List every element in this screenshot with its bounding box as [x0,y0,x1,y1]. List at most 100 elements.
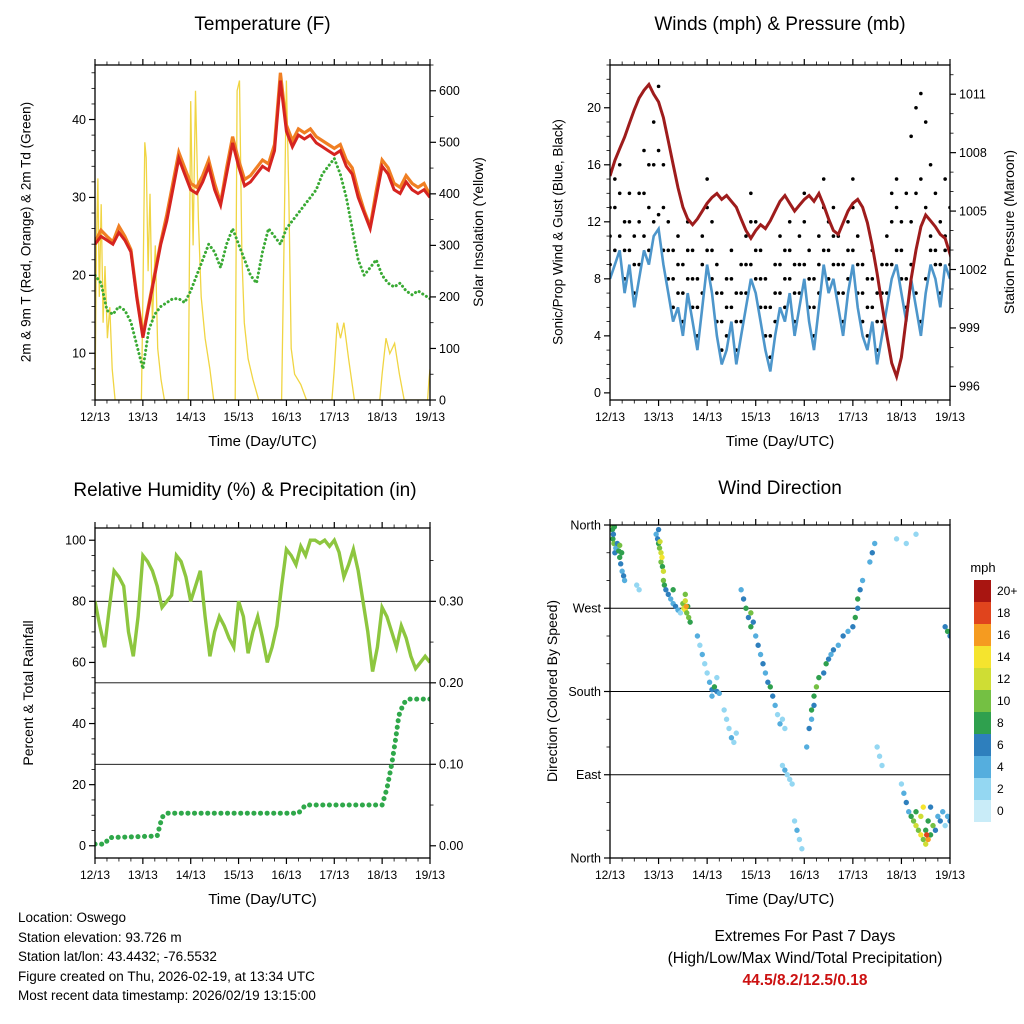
wind-direction-plot-area: 12/13 13/13 14/13 15/13 16/13 17/13 18/13 19/13… [568,518,1017,882]
wind-direction-chart-title: Wind Direction [718,478,842,499]
colorbar-title: mph [970,560,996,575]
extremes-subtitle: (High/Low/Max Wind/Total Precipitation) [667,950,943,967]
svg-text:17/13: 17/13 [838,868,868,882]
svg-text:18/13: 18/13 [886,868,916,882]
temperature-xlabel: Time (Day/UTC) [208,433,317,450]
svg-text:18/13: 18/13 [886,410,916,424]
svg-text:13/13: 13/13 [128,410,158,424]
extremes-values: 44.5/8.2/12.5/0.18 [742,972,868,989]
svg-text:12/13: 12/13 [595,410,625,424]
svg-text:12: 12 [587,215,601,229]
svg-text:400: 400 [439,187,460,201]
svg-text:16: 16 [587,158,601,172]
svg-text:14/13: 14/13 [176,410,206,424]
svg-text:16/13: 16/13 [789,410,819,424]
station-info-block: Location: Oswego Station elevation: 93.7… [18,908,316,1006]
svg-text:500: 500 [439,136,460,150]
temperature-ylabel-right: Solar Insolation (Yellow) [470,157,486,307]
svg-text:14/13: 14/13 [692,410,722,424]
temperature-plot-area: 12/13 13/13 14/13 15/13 16/13 17/13 18/13 19/13… [72,59,460,424]
winds-pressure-chart-title: Winds (mph) & Pressure (mb) [654,14,906,35]
humidity-precip-chart-title: Relative Humidity (%) & Precipitation (i… [73,480,417,501]
svg-text:20: 20 [587,101,601,115]
svg-text:12/13: 12/13 [80,410,110,424]
svg-text:996: 996 [959,380,980,394]
svg-text:13/13: 13/13 [644,410,674,424]
wind-direction-ylabel-left: Direction (Colored By Speed) [544,599,560,783]
svg-text:18: 18 [997,606,1011,620]
svg-text:100: 100 [65,534,86,548]
svg-text:16/13: 16/13 [271,410,301,424]
svg-text:0: 0 [594,386,601,400]
temperature-ylabel-left: 2m & 9m T (Red, Orange) & 2m Td (Green) [18,101,34,363]
svg-text:80: 80 [72,595,86,609]
svg-text:16: 16 [997,628,1011,642]
svg-text:10: 10 [997,694,1011,708]
svg-text:15/13: 15/13 [224,410,254,424]
svg-text:18/13: 18/13 [367,410,397,424]
svg-text:South: South [568,685,601,699]
svg-text:4: 4 [997,760,1004,774]
svg-text:15/13: 15/13 [741,410,771,424]
svg-text:20: 20 [72,778,86,792]
station-location: Location: Oswego [18,910,127,925]
svg-text:19/13: 19/13 [415,410,445,424]
svg-text:20+: 20+ [997,584,1017,598]
svg-text:14/13: 14/13 [692,868,722,882]
svg-text:300: 300 [439,239,460,253]
svg-text:19/13: 19/13 [935,410,965,424]
winds-ylabel-left: Sonic/Prop Wind & Gust (Blue, Black) [550,119,566,345]
svg-text:30: 30 [72,191,86,205]
temperature-chart: 12/13 13/13 14/13 15/13 16/13 17/13 18/13 19/13… [0,0,512,475]
svg-text:North: North [570,518,601,532]
svg-text:17/13: 17/13 [838,410,868,424]
svg-text:20: 20 [72,269,86,283]
wind-direction-chart: 12/13 13/13 14/13 15/13 16/13 17/13 18/13 19/13… [512,478,1024,938]
svg-text:15/13: 15/13 [741,868,771,882]
extremes-block: Extremes For Past 7 Days (High/Low/Max W… [590,926,1020,992]
temperature-chart-title: Temperature (F) [194,14,331,35]
winds-pressure-chart: 12/13 13/13 14/13 15/13 16/13 17/13 18/13 19/13… [512,0,1024,475]
svg-text:0: 0 [79,839,86,853]
humidity-ylabel-left: Percent & Total Rainfall [20,620,36,766]
svg-text:999: 999 [959,321,980,335]
svg-text:600: 600 [439,84,460,98]
svg-text:60: 60 [72,656,86,670]
extremes-title: Extremes For Past 7 Days [714,928,896,945]
wind-direction-xlabel: Time (Day/UTC) [725,891,835,908]
svg-text:40: 40 [72,717,86,731]
svg-text:17/13: 17/13 [319,410,349,424]
svg-text:8: 8 [594,272,601,286]
svg-text:12/13: 12/13 [595,868,625,882]
svg-text:14/13: 14/13 [176,868,206,882]
svg-text:14: 14 [997,650,1011,664]
svg-text:1011: 1011 [959,88,986,102]
station-elevation: Station elevation: 93.726 m [18,929,182,945]
svg-text:4: 4 [594,329,601,343]
svg-text:13/13: 13/13 [644,868,674,882]
humidity-precip-chart: 12/13 13/13 14/13 15/13 16/13 17/13 18/13 19/13… [0,478,512,938]
svg-text:8: 8 [997,716,1004,730]
svg-text:12/13: 12/13 [80,868,110,882]
winds-xlabel: Time (Day/UTC) [725,433,835,450]
svg-text:0: 0 [997,804,1004,818]
svg-text:6: 6 [997,738,1004,752]
station-latlon: Station lat/lon: 43.4432; -76.5532 [18,949,217,964]
svg-text:0: 0 [439,393,446,407]
svg-text:West: West [573,602,602,616]
winds-pressure-plot-area: 12/13 13/13 14/13 15/13 16/13 17/13 18/13 19/13… [587,59,987,424]
svg-text:1005: 1005 [959,204,987,218]
svg-text:0.10: 0.10 [439,758,463,772]
svg-text:10: 10 [72,347,86,361]
svg-text:15/13: 15/13 [224,868,254,882]
pressure-ylabel-right: Station Pressure (Maroon) [1001,149,1017,315]
svg-text:East: East [576,768,602,782]
svg-text:North: North [570,851,601,865]
svg-text:16/13: 16/13 [271,868,301,882]
figure-created-timestamp: Figure created on Thu, 2026-02-19, at 13… [18,968,315,984]
svg-text:19/13: 19/13 [935,868,965,882]
svg-text:13/13: 13/13 [128,868,158,882]
svg-text:40: 40 [72,113,86,127]
svg-text:1002: 1002 [959,263,987,277]
svg-text:17/13: 17/13 [319,868,349,882]
